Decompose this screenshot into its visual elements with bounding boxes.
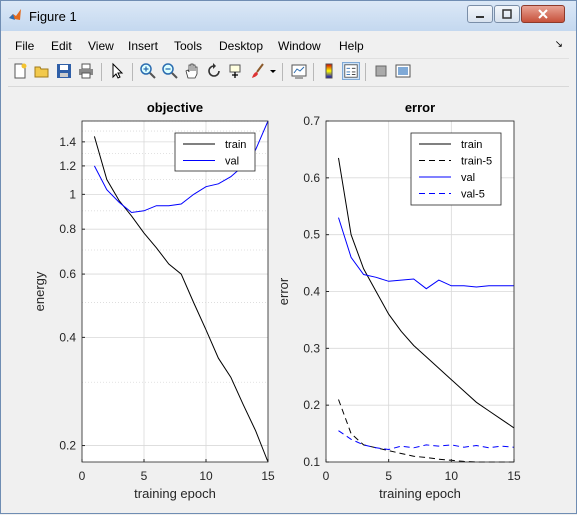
- rotate-3d-icon[interactable]: [205, 62, 223, 80]
- legend-label-train: train: [461, 139, 482, 151]
- toolbar-separator: [132, 63, 133, 81]
- x-axis-label: training epoch: [134, 486, 216, 501]
- minimize-button[interactable]: [467, 5, 493, 23]
- y-tick-label: 0.2: [303, 398, 320, 412]
- close-button[interactable]: [521, 5, 565, 23]
- plot-background: [82, 121, 268, 462]
- legend-icon[interactable]: [342, 62, 360, 80]
- menu-desktop[interactable]: Desktop: [219, 39, 264, 53]
- y-tick-label: 1: [69, 187, 76, 201]
- y-tick-label: 0.2: [59, 439, 76, 453]
- x-tick-label: 10: [445, 469, 459, 483]
- axes-0[interactable]: 0 5 10 15 0.2 0.4 0.6 0.8 1 1.2 1.4 objective traini…: [32, 100, 275, 501]
- brush-dropdown-icon[interactable]: [268, 62, 278, 80]
- menu-window[interactable]: Window: [278, 39, 321, 53]
- y-tick-label: 1.2: [59, 159, 76, 173]
- close-icon: [538, 9, 548, 19]
- zoom-in-icon[interactable]: [139, 62, 157, 80]
- x-axis-label: training epoch: [379, 486, 461, 501]
- y-tick-label: 0.6: [303, 171, 320, 185]
- minimize-icon: [476, 16, 484, 18]
- edit-plot-arrow-icon[interactable]: [108, 62, 126, 80]
- x-tick-label: 15: [507, 469, 521, 483]
- x-tick-label: 10: [199, 469, 213, 483]
- figure-toolbar: [8, 58, 569, 85]
- menu-bar: File Edit View Insert Tools Desktop Wind…: [8, 35, 569, 57]
- y-tick-label: 0.5: [303, 228, 320, 242]
- legend-label-train: train: [225, 139, 246, 151]
- toolbar-separator: [365, 63, 366, 81]
- y-axis-label: error: [276, 277, 291, 305]
- chart-title: objective: [147, 100, 203, 115]
- legend-label-val: val: [225, 156, 239, 168]
- zoom-out-icon[interactable]: [161, 62, 179, 80]
- y-tick-label: 0.4: [59, 330, 76, 344]
- pan-hand-icon[interactable]: [183, 62, 201, 80]
- series-line-val: [338, 217, 514, 290]
- menu-tools[interactable]: Tools: [174, 39, 203, 53]
- plots-svg[interactable]: 0 5 10 15 0.2 0.4 0.6 0.8 1 1.2 1.4 objective traini…: [8, 87, 569, 510]
- window-title: Figure 1: [29, 9, 77, 24]
- menu-file[interactable]: File: [15, 39, 35, 53]
- legend[interactable]: train train-5 val val-5: [410, 132, 502, 206]
- menu-edit[interactable]: Edit: [51, 39, 72, 53]
- print-icon[interactable]: [77, 62, 95, 80]
- menu-help[interactable]: Help: [339, 39, 364, 53]
- y-tick-label: 1.4: [59, 135, 76, 149]
- x-tick-label: 5: [141, 469, 148, 483]
- legend[interactable]: train val: [174, 132, 256, 172]
- hide-plot-tools-icon[interactable]: [372, 62, 390, 80]
- y-axis-label: energy: [32, 271, 47, 311]
- data-cursor-icon[interactable]: [227, 62, 245, 80]
- legend-box: [174, 132, 256, 172]
- chart-title: error: [405, 100, 435, 115]
- link-plot-icon[interactable]: [290, 62, 308, 80]
- colorbar-icon[interactable]: [320, 62, 338, 80]
- toolbar-separator: [101, 63, 102, 81]
- axes-1[interactable]: 0 5 10 15 0.1 0.2 0.3 0.4 0.5 0.6 0.7 error training…: [276, 100, 521, 501]
- x-tick-label: 0: [79, 469, 86, 483]
- title-bar[interactable]: Figure 1: [1, 1, 576, 31]
- menu-view[interactable]: View: [88, 39, 114, 53]
- legend-label-train-5: train-5: [461, 156, 492, 168]
- new-figure-icon[interactable]: [11, 62, 29, 80]
- legend-label-val-5: val-5: [461, 189, 485, 201]
- brush-icon[interactable]: [249, 62, 267, 80]
- toolbar-separator: [313, 63, 314, 81]
- series-line-train: [338, 157, 515, 429]
- open-file-icon[interactable]: [33, 62, 51, 80]
- x-tick-label: 15: [261, 469, 275, 483]
- show-plot-tools-icon[interactable]: [394, 62, 412, 80]
- y-tick-label: 0.8: [59, 222, 76, 236]
- legend-box: [410, 132, 502, 206]
- save-icon[interactable]: [55, 62, 73, 80]
- figure-canvas: 0 5 10 15 0.2 0.4 0.6 0.8 1 1.2 1.4 objective traini…: [8, 86, 569, 510]
- y-tick-label: 0.7: [303, 114, 320, 128]
- menu-dock-arrow-icon[interactable]: ↘: [554, 39, 563, 50]
- y-tick-label: 0.3: [303, 341, 320, 355]
- menu-insert[interactable]: Insert: [128, 39, 159, 53]
- y-tick-label: 0.1: [303, 455, 320, 469]
- toolbar-separator: [282, 63, 283, 81]
- maximize-icon: [502, 9, 512, 19]
- axes-frame: [81, 120, 269, 463]
- x-tick-label: 5: [385, 469, 392, 483]
- x-tick-label: 0: [323, 469, 330, 483]
- series-line-val-5: [338, 430, 515, 451]
- matlab-logo-icon: [9, 9, 21, 20]
- y-tick-label: 0.6: [59, 267, 76, 281]
- legend-label-val: val: [461, 172, 475, 184]
- y-tick-label: 0.4: [303, 285, 320, 299]
- maximize-button[interactable]: [494, 5, 520, 23]
